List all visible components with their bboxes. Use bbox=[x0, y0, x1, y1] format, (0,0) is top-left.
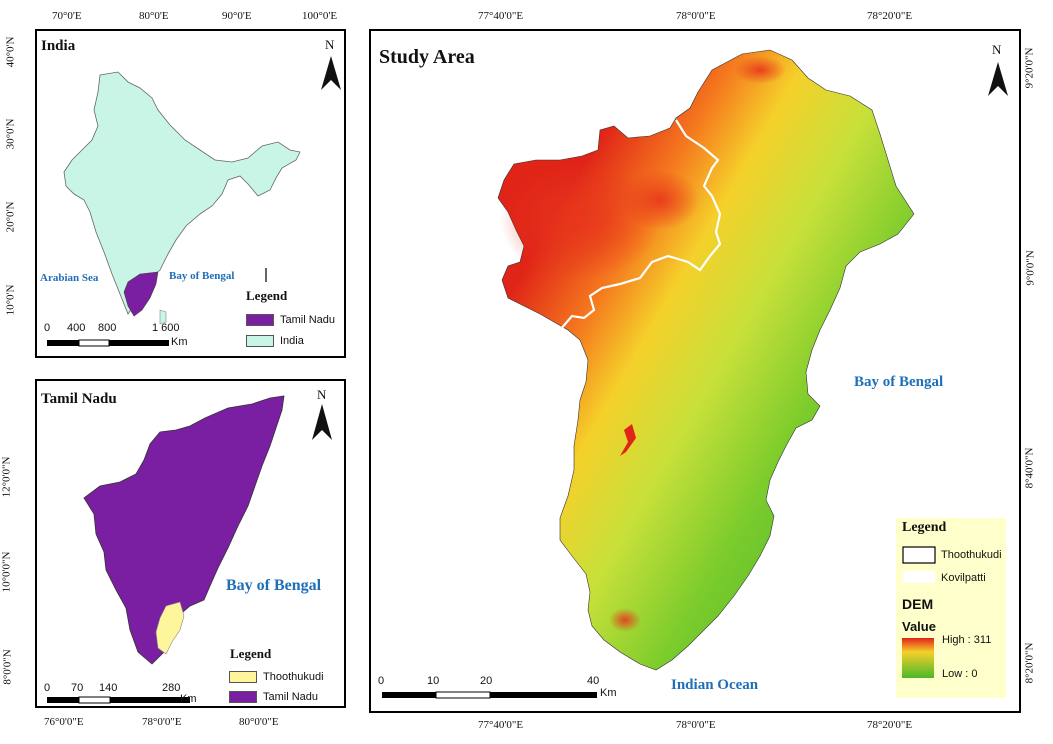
tamil-nadu-in-india bbox=[123, 271, 159, 317]
thoothukudi-in-tn bbox=[155, 601, 185, 655]
legend-swatch bbox=[229, 691, 257, 703]
india-top-tick: 90°0'E bbox=[222, 10, 252, 22]
india-scale-bar-dark-1 bbox=[47, 340, 79, 346]
sri-lanka-shape bbox=[159, 309, 167, 325]
north-arrow-study bbox=[988, 62, 1008, 96]
study-scale-bar-light bbox=[435, 691, 491, 699]
tn-bottom-tick: 80°0'0"E bbox=[239, 716, 279, 728]
india-top-tick: 80°0'E bbox=[139, 10, 169, 22]
india-scale-tick: 1 600 bbox=[152, 322, 180, 334]
india-top-tick: 100°0'E bbox=[302, 10, 338, 22]
legend-swatch-thoothukudi bbox=[902, 546, 936, 564]
legend-item-tamil-nadu: Tamil Nadu bbox=[246, 314, 335, 326]
legend-label-thoothukudi: Thoothukudi bbox=[941, 549, 1002, 561]
indian-ocean-label: Indian Ocean bbox=[671, 677, 759, 693]
island-mark bbox=[265, 268, 267, 282]
tn-scale-tick: 280 bbox=[162, 682, 181, 694]
study-top-tick: 78°0'0"E bbox=[676, 10, 716, 22]
legend-swatch bbox=[246, 314, 274, 326]
coastal-peak bbox=[734, 56, 786, 84]
tn-scale-bar-dark-2 bbox=[110, 697, 190, 703]
bay-of-bengal-study-label: Bay of Bengal bbox=[854, 374, 944, 390]
arabian-sea-label: Arabian Sea bbox=[40, 272, 99, 284]
india-outline bbox=[63, 71, 301, 315]
study-scale-bar-dark-1 bbox=[382, 692, 436, 698]
legend-item-thoothukudi: Thoothukudi bbox=[229, 671, 324, 683]
dem-low-label: Low : 0 bbox=[942, 668, 978, 680]
india-scale-bar-dark-2 bbox=[109, 340, 169, 346]
study-top-tick: 78°20'0"E bbox=[867, 10, 913, 22]
study-scale-bar-dark-2 bbox=[490, 692, 597, 698]
southern-peak bbox=[609, 608, 641, 632]
india-scale-tick: 400 bbox=[67, 322, 86, 334]
india-legend-title: Legend bbox=[246, 288, 288, 303]
legend-item-tamil-nadu: Tamil Nadu bbox=[229, 691, 318, 703]
dem-value-title: Value bbox=[902, 619, 936, 634]
india-top-tick: 70°0'E bbox=[52, 10, 82, 22]
study-bottom-tick: 78°20'0"E bbox=[867, 719, 913, 731]
india-scale-unit: Km bbox=[171, 336, 188, 348]
red-hill-feature bbox=[620, 424, 636, 456]
thoothukudi-dem-region bbox=[497, 49, 915, 671]
highland-ridge bbox=[500, 160, 660, 280]
tn-panel-title: Tamil Nadu bbox=[41, 391, 117, 407]
north-label: N bbox=[325, 37, 335, 52]
legend-label-kovilpatti: Kovilpatti bbox=[941, 572, 986, 584]
tn-scale-tick: 70 bbox=[71, 682, 84, 694]
dem-title: DEM bbox=[902, 596, 934, 612]
study-scale-tick: 40 bbox=[587, 675, 600, 687]
tn-scale-tick: 0 bbox=[44, 682, 51, 694]
north-label: N bbox=[317, 387, 327, 402]
study-bottom-tick: 77°40'0"E bbox=[478, 719, 524, 731]
tn-scale-unit: Km bbox=[180, 693, 197, 705]
india-scale-tick: 0 bbox=[44, 322, 51, 334]
dem-gradient-bar bbox=[902, 638, 934, 678]
study-top-tick: 77°40'0"E bbox=[478, 10, 524, 22]
highland-ridge bbox=[620, 170, 700, 230]
legend-swatch bbox=[229, 671, 257, 683]
india-scale-tick: 800 bbox=[98, 322, 117, 334]
north-label: N bbox=[992, 42, 1002, 57]
kovilpatti-boundary bbox=[559, 119, 722, 331]
study-bottom-tick: 78°0'0"E bbox=[676, 719, 716, 731]
india-panel-title: India bbox=[41, 38, 76, 54]
study-scale-tick: 0 bbox=[378, 675, 385, 687]
study-scale-tick: 20 bbox=[480, 675, 493, 687]
north-arrow-india bbox=[321, 56, 341, 90]
legend-label: India bbox=[280, 335, 304, 347]
tn-scale-tick: 140 bbox=[99, 682, 118, 694]
legend-item-india: India bbox=[246, 335, 304, 347]
tn-bottom-tick: 78°0'0"E bbox=[142, 716, 182, 728]
legend-label: Tamil Nadu bbox=[263, 691, 319, 703]
legend-label: Tamil Nadu bbox=[280, 314, 336, 326]
legend-swatch-kovilpatti bbox=[902, 570, 936, 584]
tn-scale-bar-dark-1 bbox=[47, 697, 79, 703]
legend-label: Thoothukudi bbox=[263, 671, 324, 683]
study-scale-tick: 10 bbox=[427, 675, 440, 687]
north-arrow-tn bbox=[312, 404, 332, 440]
dem-high-label: High : 311 bbox=[942, 634, 992, 646]
legend-swatch bbox=[246, 335, 274, 347]
tn-legend-title: Legend bbox=[230, 646, 272, 661]
study-legend-title: Legend bbox=[902, 520, 947, 535]
study-scale-unit: Km bbox=[600, 687, 617, 699]
tn-bottom-tick: 76°0'0"E bbox=[44, 716, 84, 728]
study-area-title: Study Area bbox=[379, 46, 475, 68]
bay-of-bengal-india-label: Bay of Bengal bbox=[169, 270, 235, 282]
bay-of-bengal-tn-label: Bay of Bengal bbox=[226, 577, 322, 594]
